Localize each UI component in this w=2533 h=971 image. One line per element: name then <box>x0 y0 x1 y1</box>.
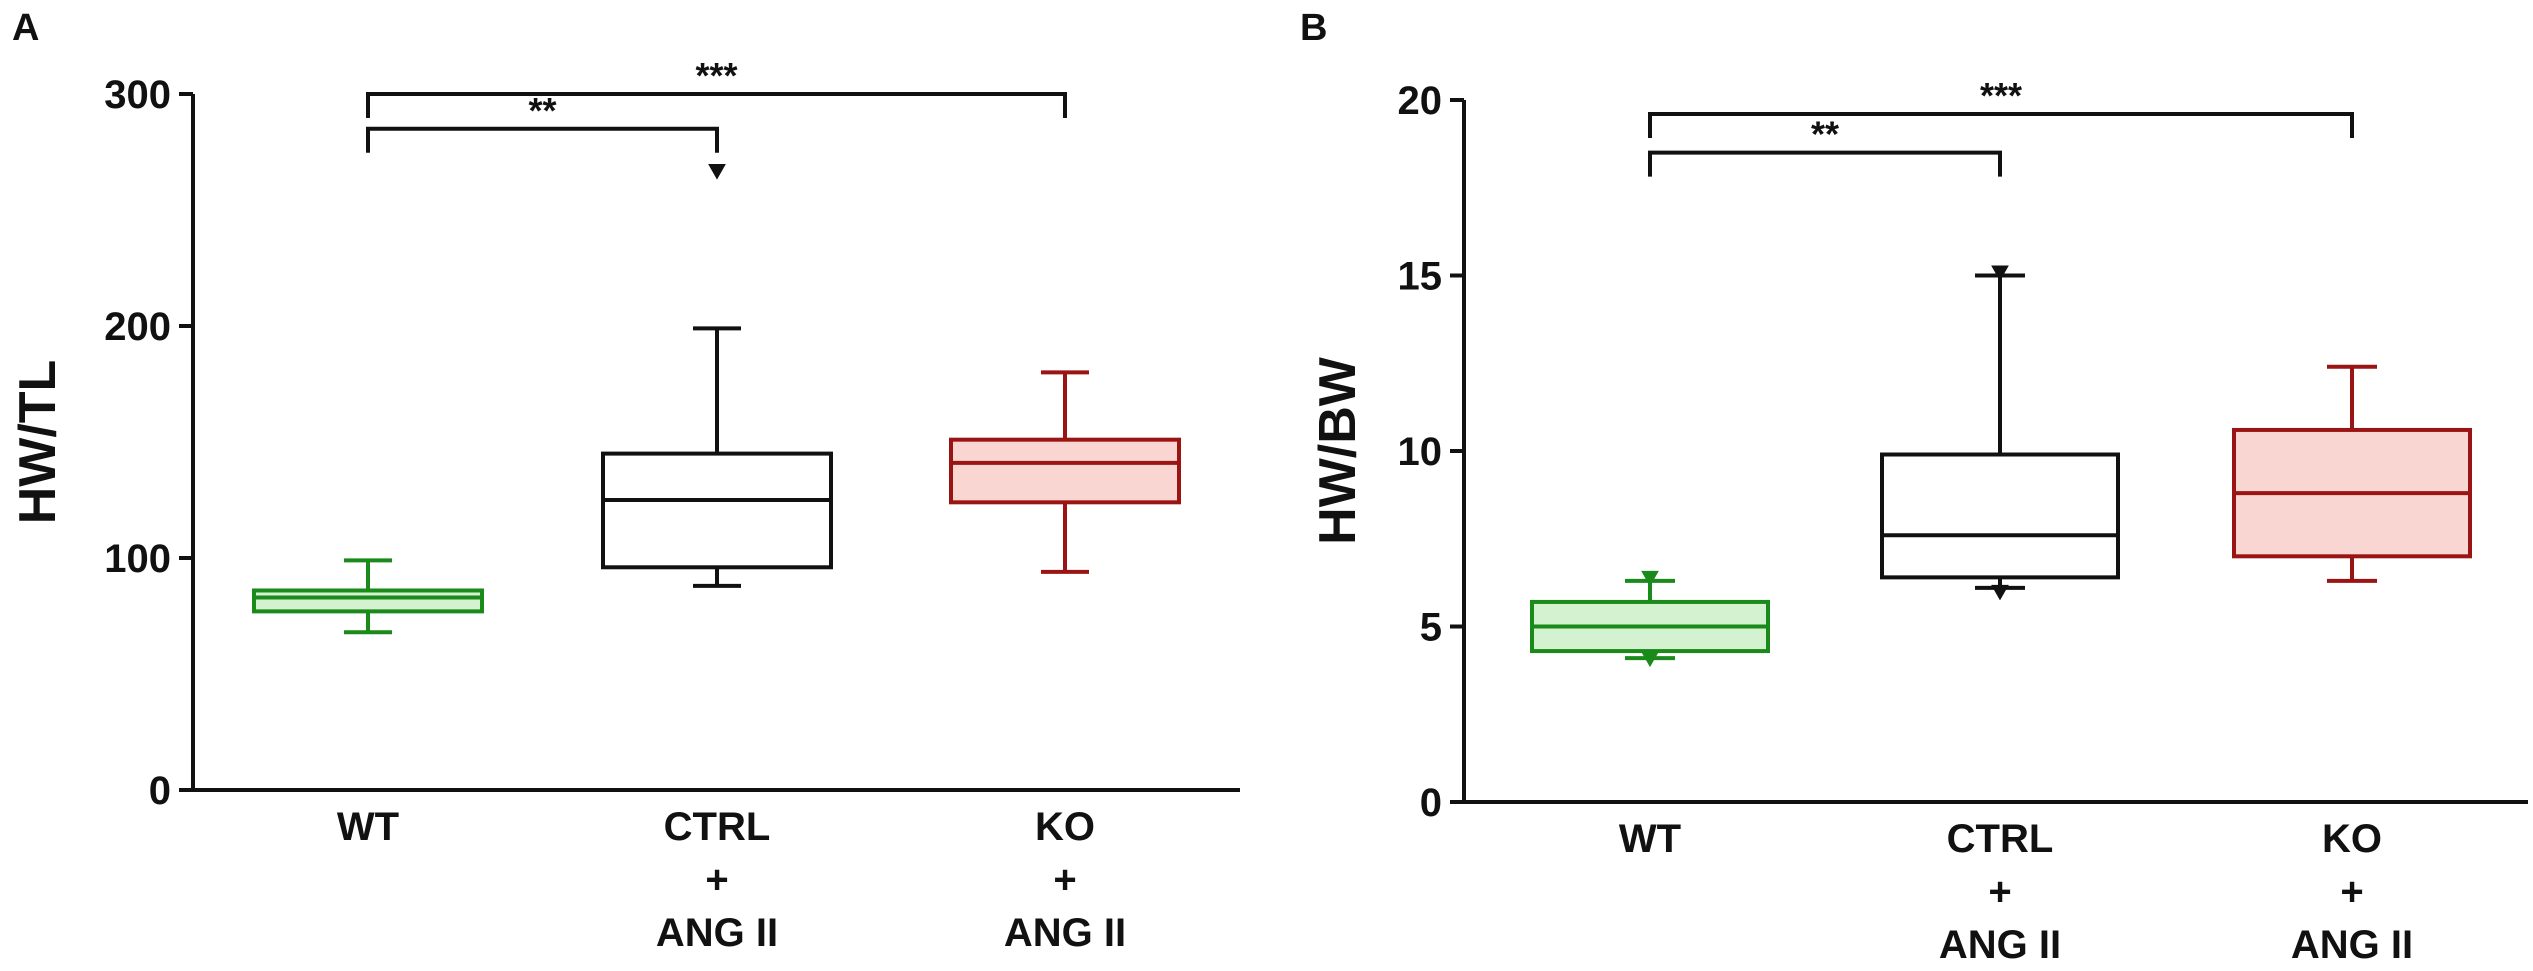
panel-a: A 0 100 200 300 HW/TL WT CTRL + ANG II KO + ANG II **… <box>9 7 1240 955</box>
y-tick-label: 200 <box>104 305 171 349</box>
x-category-label: WT <box>337 805 399 849</box>
x-category-label: ANG II <box>2291 923 2413 967</box>
outlier-point <box>1641 651 1659 668</box>
y-axis-label: HW/BW <box>1309 356 1367 545</box>
x-category-label: KO <box>2322 817 2382 861</box>
significance-label: *** <box>1980 75 2022 116</box>
significance-bracket <box>1648 112 2354 139</box>
x-category-label: ANG II <box>1939 923 2061 967</box>
box-2 <box>601 164 833 588</box>
box-2 <box>1880 265 2120 601</box>
box-3 <box>2232 364 2472 583</box>
y-tick-label: 10 <box>1398 430 1443 474</box>
significance-label: *** <box>695 55 737 96</box>
box-iqr <box>949 437 1181 505</box>
y-tick-label: 20 <box>1398 79 1443 123</box>
significance-label: ** <box>1811 114 1839 155</box>
box-1 <box>1530 570 1770 668</box>
significance-label: ** <box>528 90 556 131</box>
x-category-label: + <box>1053 858 1076 902</box>
x-category-label: CTRL <box>1947 817 2054 861</box>
panel-label: B <box>1300 7 1327 49</box>
box-1 <box>252 558 484 635</box>
outlier-point <box>1991 265 2009 281</box>
y-axis-label: HW/TL <box>9 360 67 525</box>
y-tick-label: 5 <box>1420 606 1442 650</box>
y-tick-label: 300 <box>104 73 171 117</box>
y-tick-label: 0 <box>149 769 171 813</box>
x-category-label: + <box>1988 870 2011 914</box>
outlier-point <box>708 164 726 180</box>
significance-bracket <box>366 92 1067 118</box>
y-tick-label: 0 <box>1420 781 1442 825</box>
x-category-label: CTRL <box>664 805 771 849</box>
significance-bracket <box>1648 150 2002 177</box>
x-category-label: ANG II <box>656 911 778 955</box>
box-3 <box>949 370 1181 574</box>
y-tick-label: 100 <box>104 537 171 581</box>
x-category-label: ANG II <box>1004 911 1126 955</box>
box-iqr <box>601 451 833 570</box>
outlier-point <box>1641 570 1659 587</box>
x-category-label: WT <box>1619 817 1681 861</box>
box-iqr <box>252 588 484 614</box>
x-category-label: + <box>705 858 728 902</box>
box-iqr <box>1880 452 2120 580</box>
y-tick-label: 15 <box>1398 255 1443 299</box>
significance-bracket <box>366 126 719 153</box>
panel-label: A <box>12 7 39 49</box>
outlier-point <box>1991 584 2009 601</box>
x-category-label: + <box>2340 870 2363 914</box>
x-category-label: KO <box>1035 805 1095 849</box>
